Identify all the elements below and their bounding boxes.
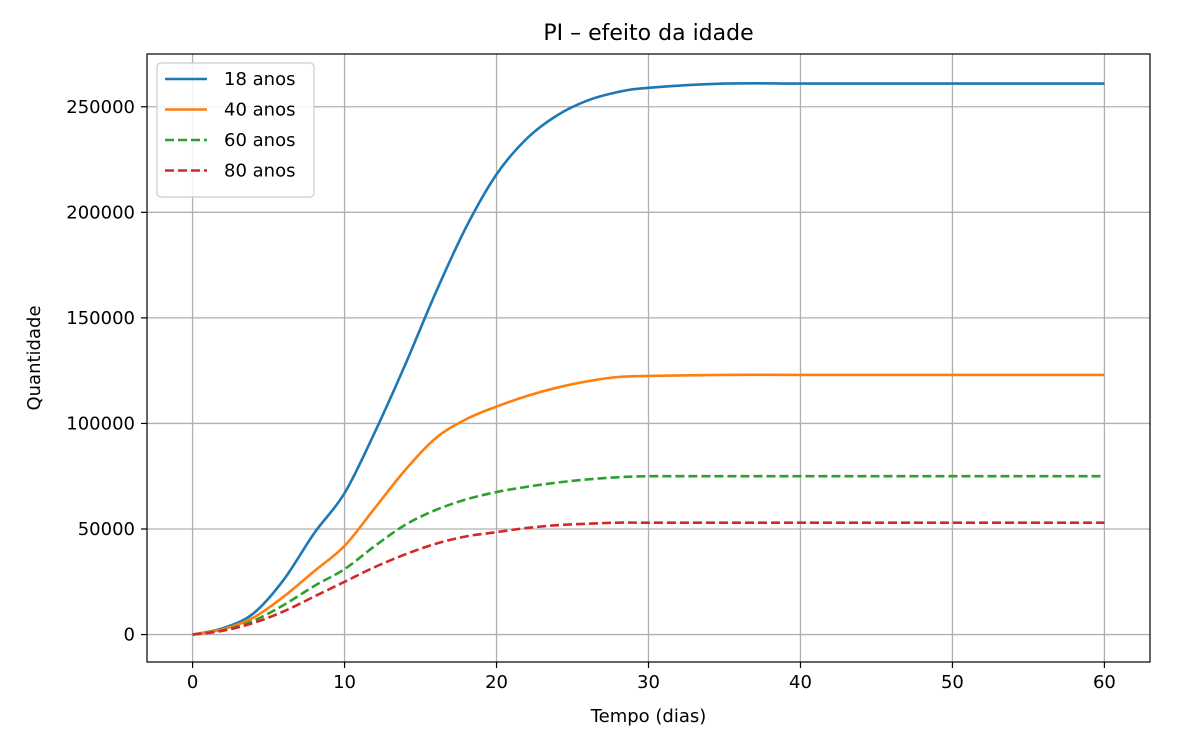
legend: 18 anos 40 anos 60 anos 80 anos	[156, 62, 315, 198]
x-tick-label: 30	[637, 672, 660, 693]
y-axis-label: Quantidade	[24, 305, 45, 410]
chart-title: PI – efeito da idade	[543, 21, 753, 46]
y-tick-label: 250000	[66, 97, 135, 118]
series-line-3	[192, 474, 1105, 636]
series-line-2	[192, 373, 1105, 636]
grid-layer	[147, 54, 1150, 662]
x-tick-label: 0	[187, 672, 198, 693]
x-tick-label: 60	[1093, 672, 1116, 693]
legend-box	[156, 62, 315, 198]
legend-label: 60 anos	[224, 130, 295, 151]
legend-label: 18 anos	[224, 69, 295, 90]
x-tick-label: 50	[941, 672, 964, 693]
legend-label: 40 anos	[224, 100, 295, 121]
x-axis-label: Tempo (dias)	[590, 706, 707, 727]
x-tick-label: 40	[789, 672, 812, 693]
series-layer	[192, 81, 1105, 636]
x-tick-label: 20	[485, 672, 508, 693]
y-tick-label: 200000	[66, 202, 135, 223]
y-tick-label: 100000	[66, 413, 135, 434]
series-line-1	[192, 81, 1105, 636]
y-tick-label: 50000	[78, 519, 135, 540]
x-tick-label: 10	[333, 672, 356, 693]
y-tick-label: 150000	[66, 308, 135, 329]
y-tick-label: 0	[124, 625, 135, 646]
tick-layer: 0 10 20 30 40 50 60 0 50000 100000 150000 200000 250…	[66, 97, 1116, 693]
legend-label: 80 anos	[224, 161, 295, 182]
